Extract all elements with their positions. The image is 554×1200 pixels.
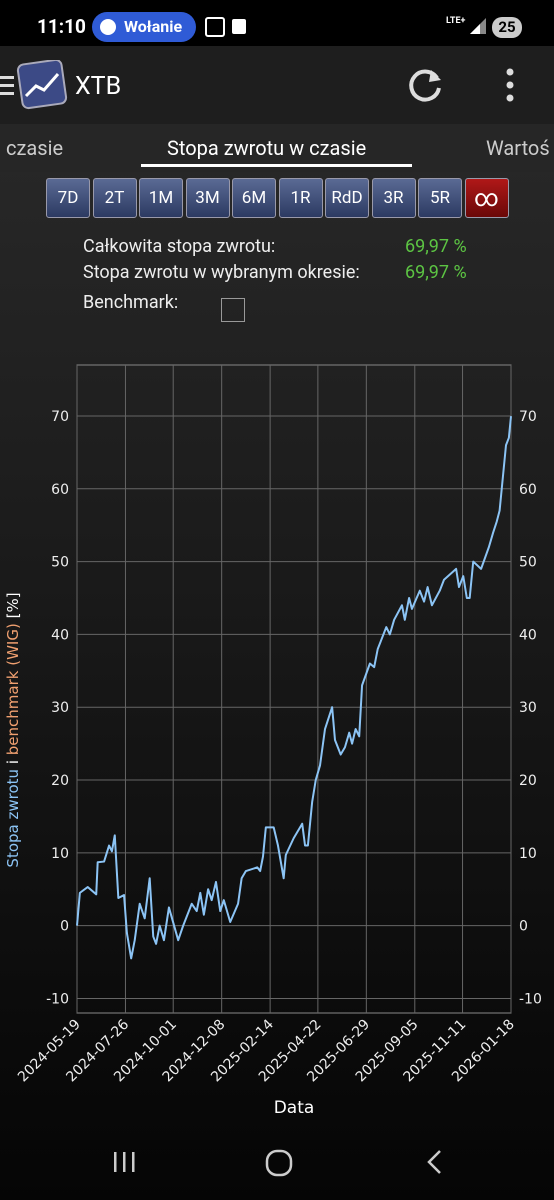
y2-tick-label: 0 [519,919,528,935]
period-button[interactable]: 5R [418,178,462,218]
logo[interactable] [0,60,70,110]
tab-bar: czasie Stopa zwrotu w czasie Wartoś [0,124,554,172]
chart: Stopa zwrotu i benchmark (WIG) [%] Data … [4,364,542,1118]
y-label-joiner: i [4,760,22,764]
back-button[interactable] [427,1150,441,1174]
tab[interactable]: Wartoś [486,136,550,160]
y-tick-label: 0 [60,919,69,935]
period-button[interactable]: 7D [46,178,90,218]
screenshot-icon [205,17,225,37]
app-title: XTB [75,72,122,101]
stat-value: 69,97 % [405,262,467,283]
clock: 11:10 [37,15,86,38]
period-button[interactable]: 1R [278,178,323,218]
recents-button[interactable] [114,1152,135,1172]
y2-tick-label: 60 [519,482,537,498]
tab-indicator [141,164,412,167]
x-axis-label: Data [274,1098,315,1118]
y-tick-label: 70 [51,409,69,425]
tab[interactable]: czasie [6,136,64,160]
period-button[interactable]: ∞ [464,178,509,218]
y2-tick-label: 10 [519,846,537,862]
y-tick-label: 50 [51,555,69,571]
y2-tick-label: 70 [519,409,537,425]
battery: 25 [492,17,522,38]
y-tick-label: -10 [46,991,69,1007]
app-bar: XTB [0,46,554,124]
call-pill[interactable]: Wołanie [92,12,196,42]
period-buttons: 7D 2T 1M 3M 6M 1R RdD 3R 5R ∞ [46,178,509,218]
spotify-icon [100,19,116,35]
status-bar: 11:10 Wołanie LTE+ 25 [0,0,554,46]
tab-active[interactable]: Stopa zwrotu w czasie [167,136,367,160]
period-button[interactable]: 2T [92,178,137,218]
y2-tick-label: 20 [519,773,537,789]
period-button[interactable]: 3R [371,178,416,218]
y-tick-label: 40 [51,627,69,643]
refresh-button[interactable] [405,64,445,104]
stat-value: 69,97 % [405,236,467,257]
y2-tick-label: -10 [519,991,542,1007]
call-text: Wołanie [124,17,183,36]
benchmark-checkbox[interactable] [221,298,245,322]
y-tick-label: 10 [51,846,69,862]
stat-label: Stopa zwrotu w wybranym okresie: [83,262,360,283]
y-tick-label: 60 [51,482,69,498]
period-button[interactable]: RdD [325,178,369,218]
benchmark-label: Benchmark: [83,292,179,313]
y-tick-label: 30 [51,700,69,716]
y2-tick-label: 40 [519,627,537,643]
nav-bar [114,1149,441,1177]
network: LTE+ [446,16,466,26]
home-button[interactable] [265,1149,293,1177]
y-label-benchmark: benchmark (WIG) [4,623,22,755]
y2-tick-label: 30 [519,700,537,716]
menu-button[interactable] [500,66,520,104]
y-label-unit: [%] [4,592,22,618]
stat-label: Całkowita stopa zwrotu: [83,236,276,257]
y2-tick-label: 50 [519,555,537,571]
plot-frame [76,364,512,1014]
period-button[interactable]: 3M [185,178,230,218]
y-label-series: Stopa zwrotu [4,769,22,868]
line-series [76,416,512,960]
y-tick-label: 20 [51,773,69,789]
bag-icon [232,19,246,34]
y-axis-label: Stopa zwrotu i benchmark (WIG) [%] [4,592,22,867]
period-button[interactable]: 6M [232,178,276,218]
period-button[interactable]: 1M [139,178,183,218]
signal [470,18,486,34]
